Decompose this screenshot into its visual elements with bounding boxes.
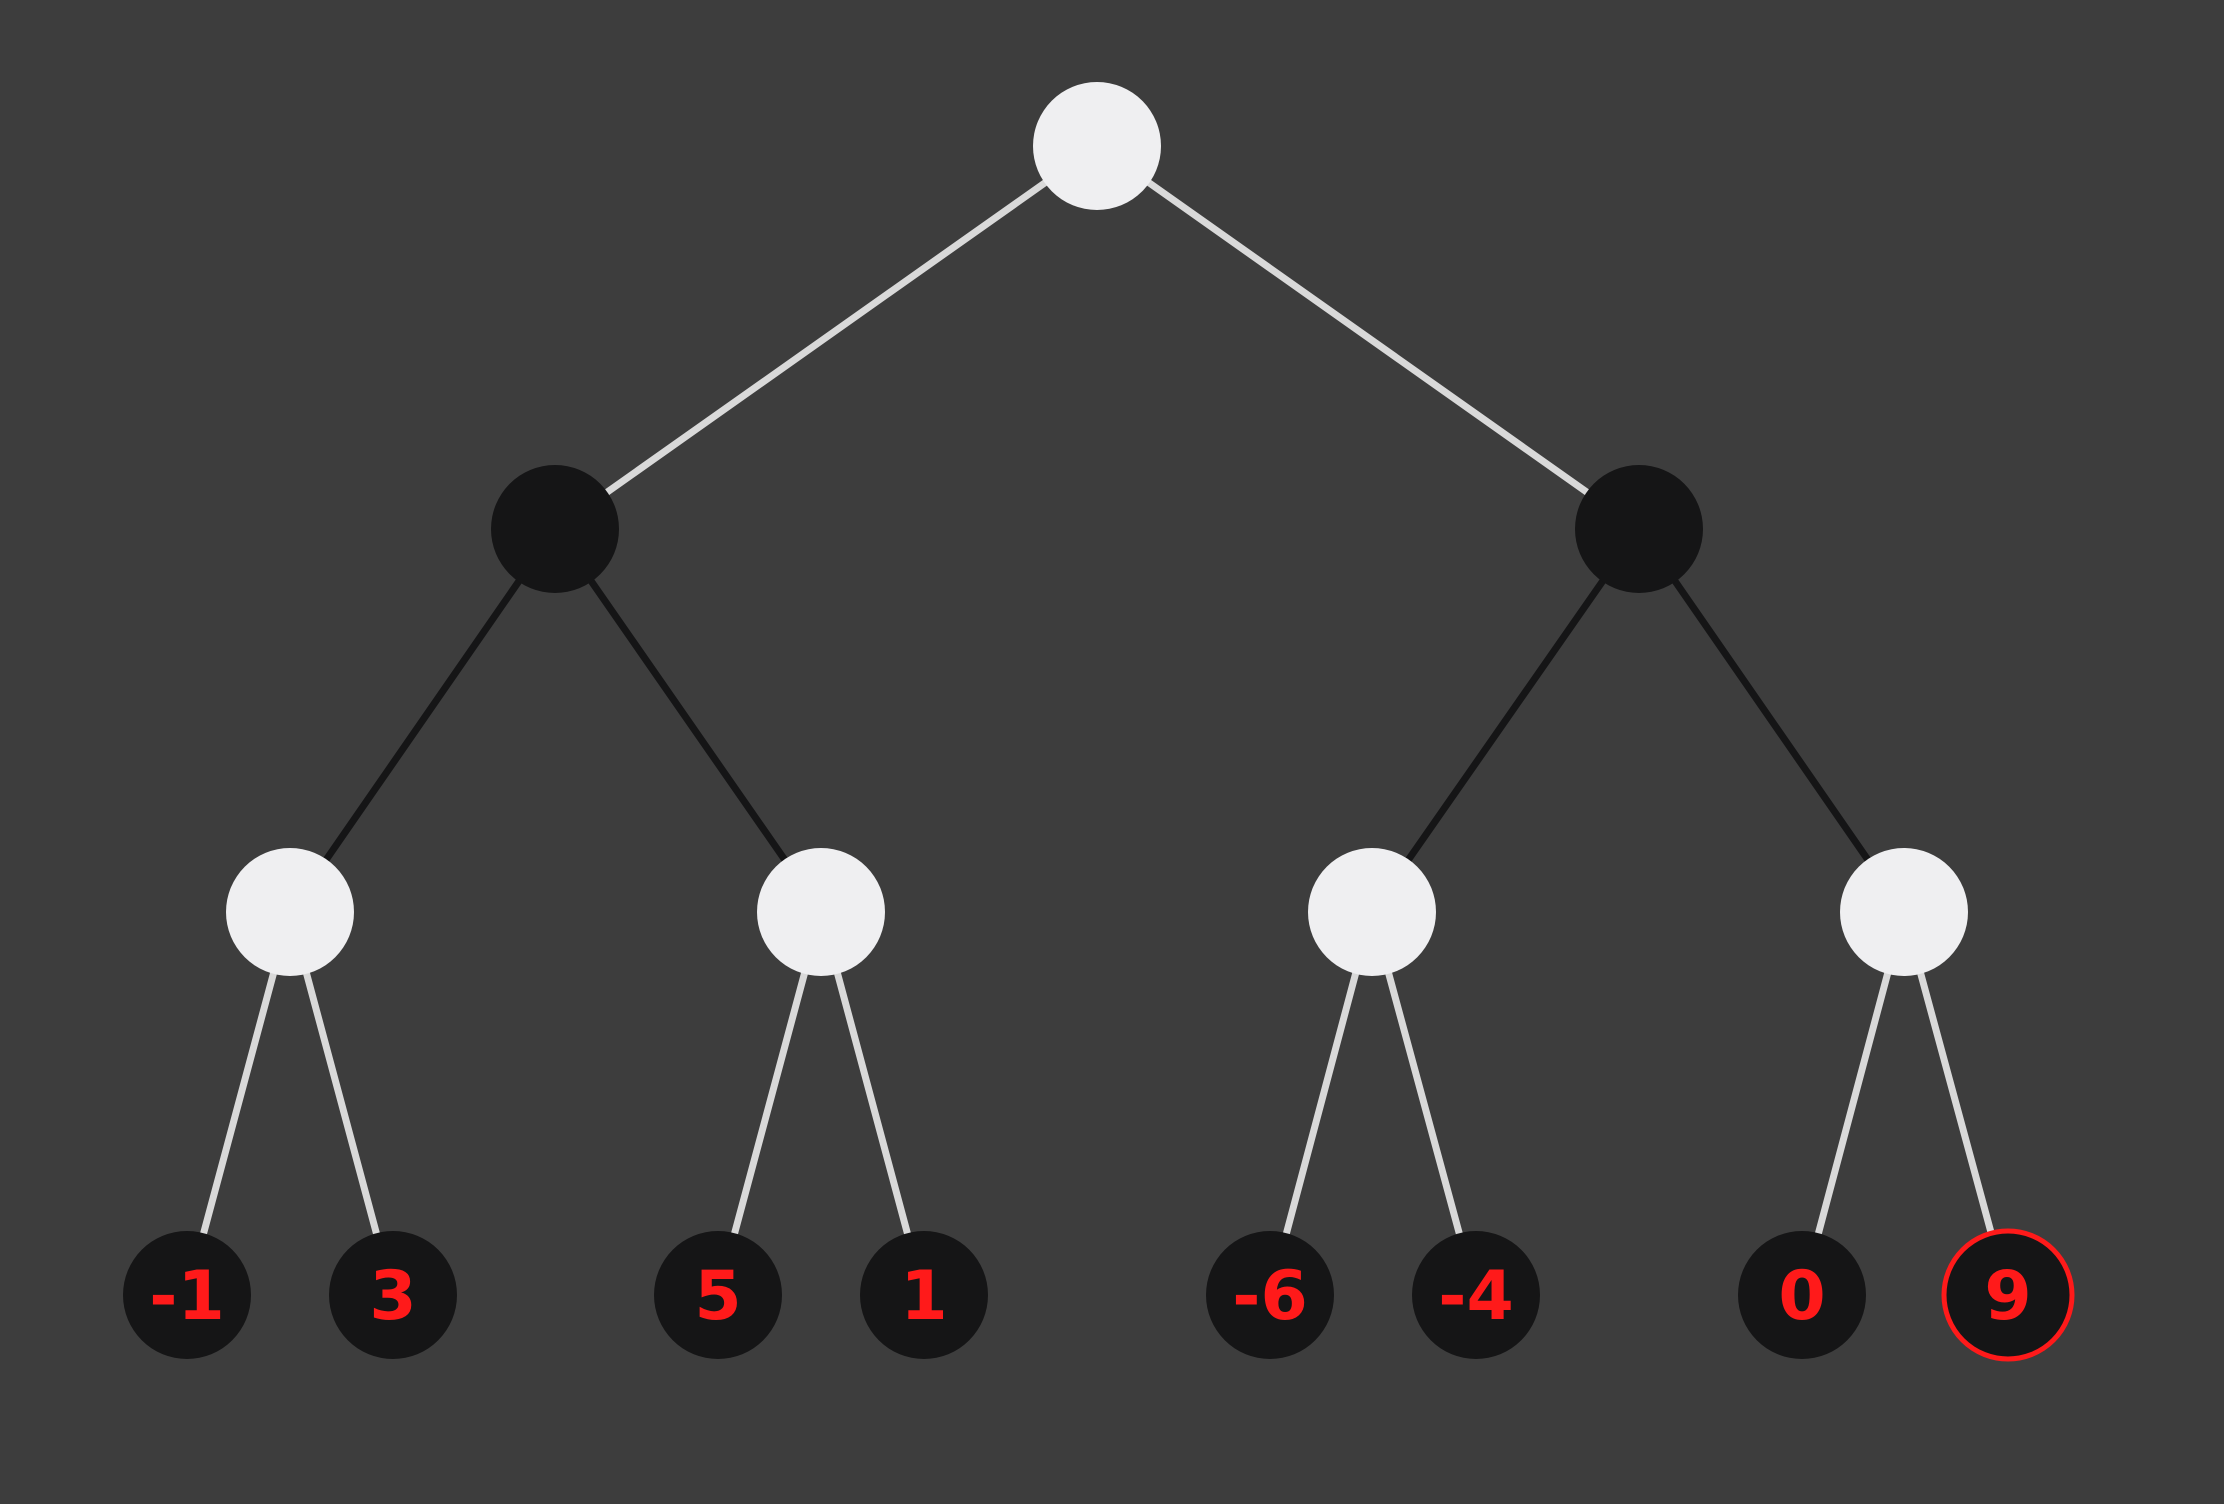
- max-node-1: [226, 848, 354, 976]
- leaf-node-6: [1412, 1231, 1540, 1359]
- leaf-value-6: -4: [1438, 1257, 1514, 1336]
- edge-max-2-to-leaf-3: [714, 908, 825, 1299]
- edge-min-right-to-max-3: [1368, 525, 1643, 916]
- edge-max-3-to-leaf-5: [1266, 908, 1376, 1299]
- min-node-left: [491, 465, 619, 593]
- tree-nodes: -1 3 5 1 -6 -4 0 9: [123, 82, 2075, 1362]
- leaf-node-2: [329, 1231, 457, 1359]
- edge-max-1-to-leaf-1: [183, 908, 294, 1299]
- leaf-node-1: [123, 1231, 251, 1359]
- leaf-value-1: -1: [149, 1257, 225, 1336]
- max-node-2: [757, 848, 885, 976]
- edge-max-1-to-leaf-2: [286, 908, 397, 1299]
- leaf-value-7: 0: [1778, 1257, 1825, 1336]
- leaf-value-5: -6: [1232, 1257, 1308, 1336]
- edge-max-3-to-leaf-6: [1368, 908, 1480, 1299]
- edge-min-right-to-max-4: [1635, 525, 1908, 916]
- leaf-value-8: 9: [1984, 1257, 2031, 1336]
- root-max-node: [1033, 82, 1161, 210]
- edge-max-4-to-leaf-7: [1798, 908, 1908, 1299]
- leaf-value-2: 3: [369, 1257, 416, 1336]
- edge-min-left-to-max-2: [551, 525, 825, 916]
- max-node-4: [1840, 848, 1968, 976]
- leaf-node-7: [1738, 1231, 1866, 1359]
- leaf-value-4: 1: [900, 1257, 947, 1336]
- edge-min-left-to-max-1: [286, 525, 559, 916]
- leaf-node-5: [1206, 1231, 1334, 1359]
- leaf-node-3: [654, 1231, 782, 1359]
- leaf-value-3: 5: [694, 1257, 741, 1336]
- edge-root-to-min-left: [551, 142, 1101, 533]
- max-node-3: [1308, 848, 1436, 976]
- edge-max-2-to-leaf-4: [817, 908, 928, 1299]
- leaf-node-8-highlighted: [1941, 1228, 2075, 1362]
- min-node-right: [1575, 465, 1703, 593]
- tree-edges: [183, 142, 2012, 1299]
- edge-root-to-min-right: [1093, 142, 1643, 533]
- leaf-node-4: [860, 1231, 988, 1359]
